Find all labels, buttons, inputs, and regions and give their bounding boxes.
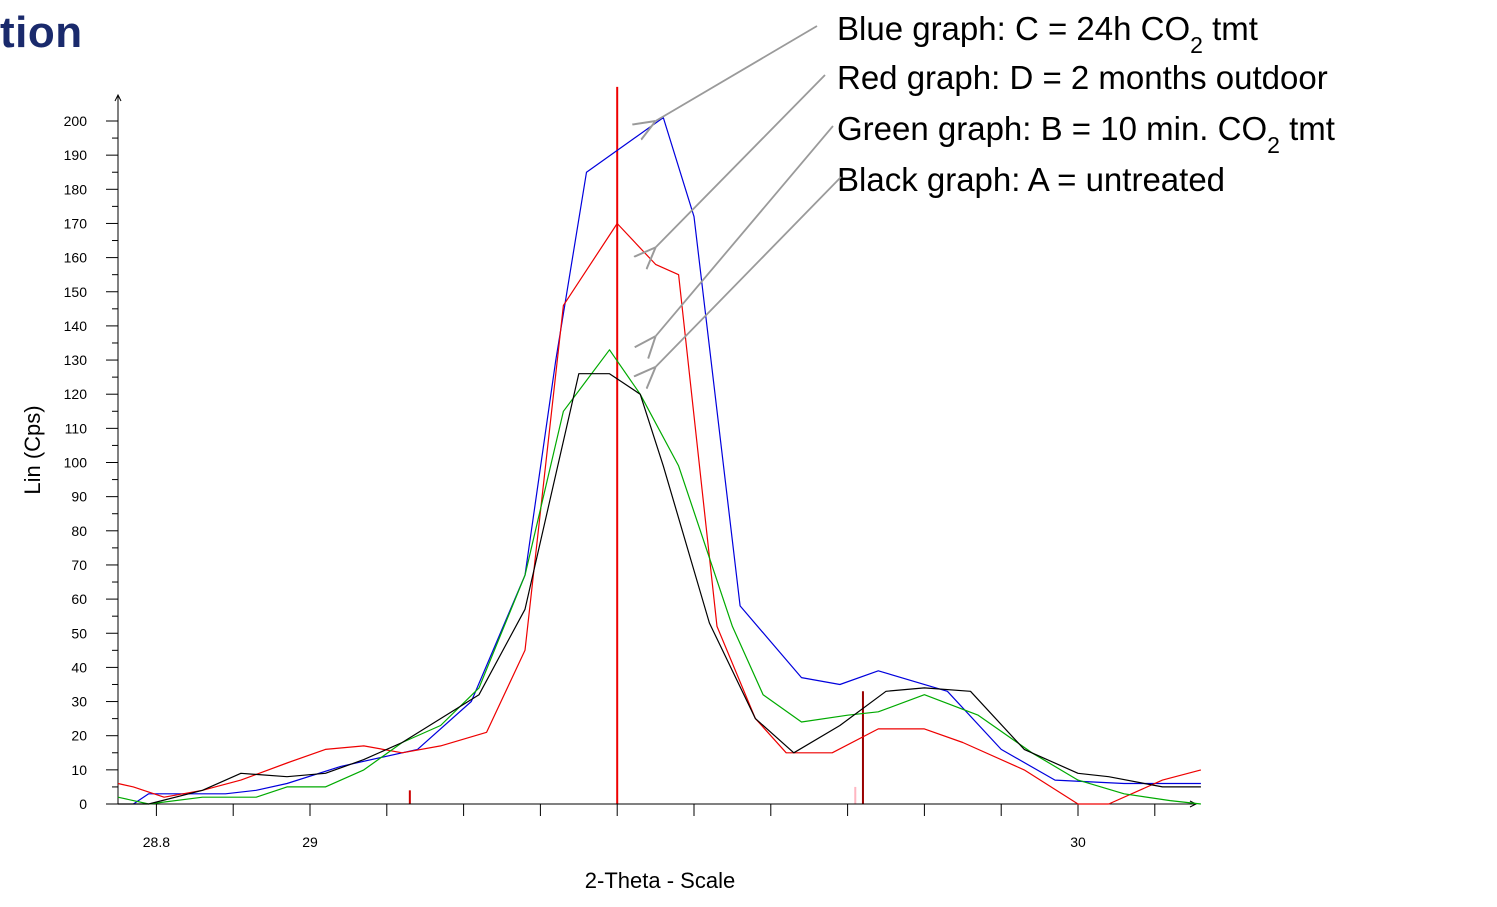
x-tick-label: 28.8 (143, 834, 170, 850)
y-tick-label: 140 (64, 318, 88, 334)
y-tick-label: 30 (71, 694, 87, 710)
y-tick-label: 150 (64, 284, 88, 300)
annotation-arrow-blue (656, 25, 818, 121)
y-tick-label: 170 (64, 215, 88, 231)
y-tick-label: 190 (64, 147, 88, 163)
annotation-arrow-red (656, 74, 826, 247)
y-tick-label: 160 (64, 250, 88, 266)
y-tick-label: 10 (71, 762, 87, 778)
y-tick-label: 70 (71, 557, 87, 573)
y-tick-label: 20 (71, 728, 87, 744)
y-tick-label: 200 (64, 113, 88, 129)
x-tick-label: 29 (302, 834, 318, 850)
y-axis-arrow (114, 93, 122, 102)
annotation-green: Green graph: B = 10 min. CO2 tmt (837, 110, 1335, 158)
y-tick-label: 0 (79, 796, 87, 812)
axes: 0 10 20 30 40 50 60 70 80 90 100 110 120 130 140 150 160… (64, 93, 1198, 850)
annotation-arrow-green (656, 125, 834, 336)
annotation-arrow-black (656, 176, 842, 367)
series-line-blue (133, 116, 1201, 805)
series-line-black (118, 373, 1201, 805)
x-tick-label: 30 (1070, 834, 1086, 850)
y-tick-label: 80 (71, 523, 87, 539)
y-tick-label: 130 (64, 352, 88, 368)
y-tick-label: 100 (64, 455, 88, 471)
annotation-blue: Blue graph: C = 24h CO2 tmt (837, 10, 1258, 58)
series-group (117, 116, 1202, 805)
y-tick-label: 90 (71, 489, 87, 505)
y-tick-label: 50 (71, 625, 87, 641)
y-tick-label: 180 (64, 181, 88, 197)
y-tick-label: 60 (71, 591, 87, 607)
annotation-black: Black graph: A = untreated (837, 161, 1225, 198)
y-tick-label: 40 (71, 659, 87, 675)
series-line-red (117, 222, 1202, 805)
x-axis-title: 2-Theta - Scale (585, 868, 735, 893)
reference-lines (408, 86, 864, 804)
y-axis-title: Lin (Cps) (20, 405, 45, 494)
y-tick-label: 120 (64, 386, 88, 402)
annotation-red: Red graph: D = 2 months outdoor (837, 59, 1328, 96)
page-title-fragment: tion (0, 8, 83, 57)
series-line-green (117, 349, 1201, 805)
y-tick-label: 110 (65, 420, 88, 436)
